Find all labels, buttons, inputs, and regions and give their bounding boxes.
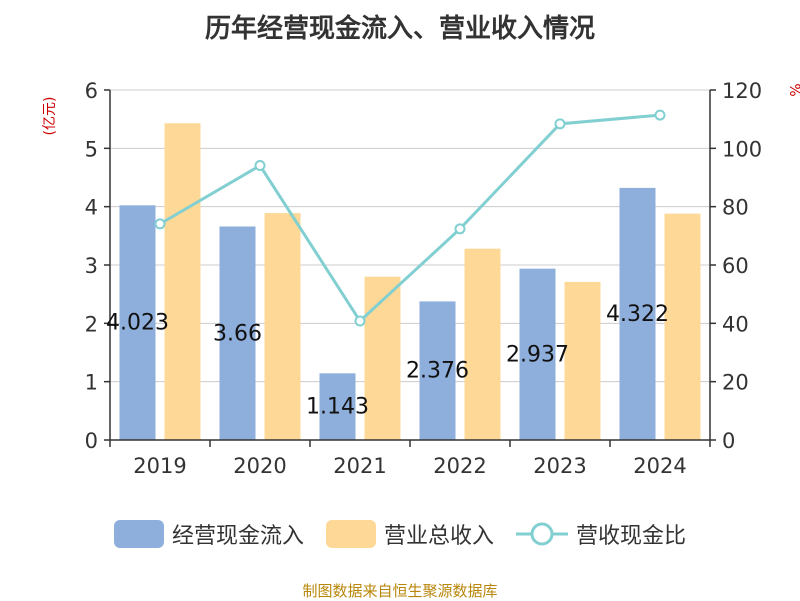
right-tick-label: 80 xyxy=(722,196,749,220)
right-tick-label: 120 xyxy=(722,79,762,103)
left-axis-unit: (亿元) xyxy=(42,97,58,136)
x-tick-label-2020: 2020 xyxy=(233,454,286,478)
bar-revenue-2022 xyxy=(464,248,501,440)
bar-revenue-2024 xyxy=(664,213,701,440)
bar-cash-inflow-2019 xyxy=(119,205,156,440)
legend-label-ratio: 营收现金比 xyxy=(576,524,687,549)
left-tick-label: 1 xyxy=(85,371,98,395)
left-tick-label: 6 xyxy=(85,79,98,103)
data-source-note: 制图数据来自恒生聚源数据库 xyxy=(302,582,498,600)
ratio-line xyxy=(159,113,661,324)
right-tick-label: 0 xyxy=(722,429,735,453)
legend-label-cash-inflow: 经营现金流入 xyxy=(171,524,304,549)
bar-revenue-2019 xyxy=(164,123,201,440)
data-label-2022: 2.376 xyxy=(406,359,469,384)
bar-cash-inflow-2024 xyxy=(619,187,656,440)
data-label-2020: 3.66 xyxy=(213,321,262,346)
bar-cash-inflow-2023 xyxy=(519,268,556,440)
x-tick-label-2023: 2023 xyxy=(533,454,586,478)
left-tick-label: 3 xyxy=(85,254,98,278)
left-tick-label: 2 xyxy=(85,312,98,336)
chart-legend: 经营现金流入 营业总收入 营收现金比 xyxy=(0,518,800,550)
ratio-point-2022 xyxy=(454,223,466,235)
x-tick-label-2022: 2022 xyxy=(433,454,486,478)
left-tick-label: 0 xyxy=(85,429,98,453)
bar-revenue-2020 xyxy=(264,213,301,440)
legend-line-marker-icon xyxy=(516,522,568,546)
bar-revenue-2021 xyxy=(364,276,401,440)
right-tick-label: 40 xyxy=(722,312,749,336)
legend-swatch-revenue xyxy=(325,520,376,548)
x-tick-label-2024: 2024 xyxy=(633,454,686,478)
legend-label-revenue: 营业总收入 xyxy=(383,524,494,549)
right-tick-label: 20 xyxy=(722,371,749,395)
bar-cash-inflow-2021 xyxy=(319,373,356,440)
ratio-point-2019 xyxy=(154,218,166,230)
chart-title: 历年经营现金流入、营业收入情况 xyxy=(204,14,595,44)
legend-item-cash-inflow: 经营现金流入 xyxy=(113,518,304,550)
data-label-2024: 4.322 xyxy=(606,302,669,327)
ratio-point-2020 xyxy=(254,160,266,172)
ratio-point-2024 xyxy=(654,109,666,121)
bar-cash-inflow-2020 xyxy=(219,226,256,440)
bar-cash-inflow-2022 xyxy=(419,301,456,440)
data-label-2021: 1.143 xyxy=(306,395,369,420)
ratio-point-2021 xyxy=(354,315,366,327)
legend-item-revenue: 营业总收入 xyxy=(325,518,494,550)
x-tick-label-2021: 2021 xyxy=(333,454,386,478)
bar-revenue-2023 xyxy=(564,281,601,440)
data-label-2023: 2.937 xyxy=(506,342,569,367)
x-tick-label-2019: 2019 xyxy=(133,454,186,478)
left-tick-label: 4 xyxy=(85,196,98,220)
right-tick-label: 60 xyxy=(722,254,749,278)
legend-swatch-cash-inflow xyxy=(113,520,164,548)
data-label-2019: 4.023 xyxy=(106,311,169,336)
ratio-point-2023 xyxy=(554,118,566,130)
left-tick-label: 5 xyxy=(85,137,98,161)
right-tick-label: 100 xyxy=(722,137,762,161)
legend-item-ratio: 营收现金比 xyxy=(516,518,686,550)
right-axis-unit: % xyxy=(786,83,800,96)
